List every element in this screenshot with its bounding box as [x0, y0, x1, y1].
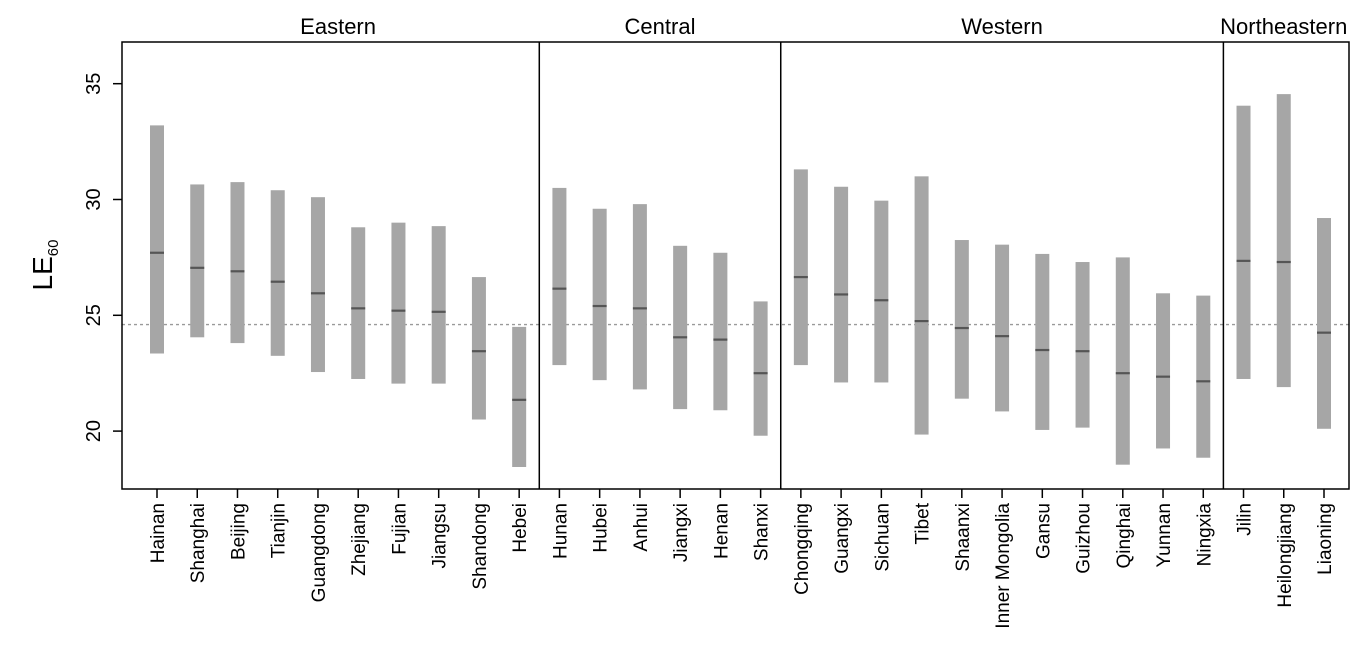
y-tick-label: 35 [83, 73, 105, 95]
plot-area: Hainan Shanghai Beijing Tianjin Guangdong Zhe… [83, 14, 1350, 629]
y-axis-label-subscript: 60 [45, 240, 62, 257]
x-tick-label: Henan [711, 503, 732, 559]
group-title: Northeastern [1220, 14, 1347, 39]
interval-bar [1156, 293, 1171, 449]
x-tick-label: Qinghai [1114, 503, 1135, 569]
x-tick-label: Hubei [591, 503, 612, 553]
x-tick-label: Guangdong [309, 503, 330, 602]
x-tick-label: Chongqing [792, 503, 813, 595]
interval-bar [1075, 262, 1090, 428]
interval-bar [431, 226, 446, 384]
interval-bar [673, 245, 688, 410]
interval-bar [1276, 94, 1291, 388]
svg-text:LE60: LE60 [27, 240, 62, 291]
interval-bar [552, 187, 567, 366]
group-title: Western [961, 14, 1043, 39]
y-axis-title: LE60 [27, 240, 62, 291]
x-tick-label: Fujian [389, 503, 410, 555]
x-tick-label: Shanxi [752, 503, 773, 561]
x-tick-label: Yunnan [1154, 503, 1175, 567]
x-tick-label: Guangxi [832, 503, 853, 574]
x-tick-label: Jilin [1235, 503, 1256, 536]
x-tick-label: Ningxia [1194, 503, 1215, 567]
x-tick-label: Hainan [148, 503, 169, 563]
interval-bar [1317, 218, 1331, 429]
interval-bar [592, 208, 607, 381]
x-tick-label: Shanghai [188, 503, 209, 583]
x-tick-label: Liaoning [1315, 503, 1336, 575]
x-tick-label: Heilongjiang [1275, 503, 1296, 608]
x-tick-label: Tianjin [269, 503, 290, 558]
interval-bar [270, 190, 285, 356]
x-tick-label: Jiangxi [671, 503, 692, 562]
group-title: Eastern [300, 14, 376, 39]
interval-bar [351, 227, 366, 379]
y-axis-label: LE [27, 256, 58, 290]
x-tick-label: Zhejiang [349, 503, 370, 576]
interval-bar [753, 301, 768, 436]
interval-bar [1236, 105, 1251, 379]
y-tick-label: 20 [83, 420, 105, 442]
interval-bar [1035, 253, 1050, 430]
y-tick-label: 30 [83, 188, 105, 210]
interval-bar [1115, 257, 1130, 465]
interval-bar [874, 200, 889, 383]
x-tick-label: Guizhou [1074, 503, 1095, 574]
interval-bar [471, 277, 486, 420]
x-tick-label: Inner Mongolia [993, 503, 1014, 629]
interval-bar [150, 125, 164, 354]
group-title: Central [625, 14, 696, 39]
x-tick-label: Jiangsu [430, 503, 451, 569]
interval-bar [1196, 295, 1211, 458]
interval-bar [834, 186, 849, 383]
interval-bar [954, 240, 969, 399]
x-tick-label: Beijing [228, 503, 249, 560]
x-tick-label: Hebei [510, 503, 531, 553]
y-tick-label: 25 [83, 304, 105, 326]
interval-bar [914, 176, 929, 435]
interval-bar [995, 244, 1010, 412]
x-tick-label: Sichuan [872, 503, 893, 572]
x-tick-label: Anhui [631, 503, 652, 552]
interval-bar [230, 182, 245, 344]
interval-bar [310, 197, 325, 373]
interval-bar [391, 222, 406, 384]
interval-bar [190, 184, 205, 338]
interval-bar [713, 252, 728, 411]
x-tick-label: Shaanxi [953, 503, 974, 572]
x-tick-label: Tibet [913, 502, 934, 544]
x-tick-label: Shandong [470, 503, 491, 590]
interval-bar [793, 169, 808, 366]
x-tick-label: Gansu [1033, 503, 1054, 559]
interval-bar [632, 204, 647, 390]
interval-bar [512, 326, 527, 467]
plot-frame [121, 41, 1350, 490]
x-tick-label: Hunan [550, 503, 571, 559]
